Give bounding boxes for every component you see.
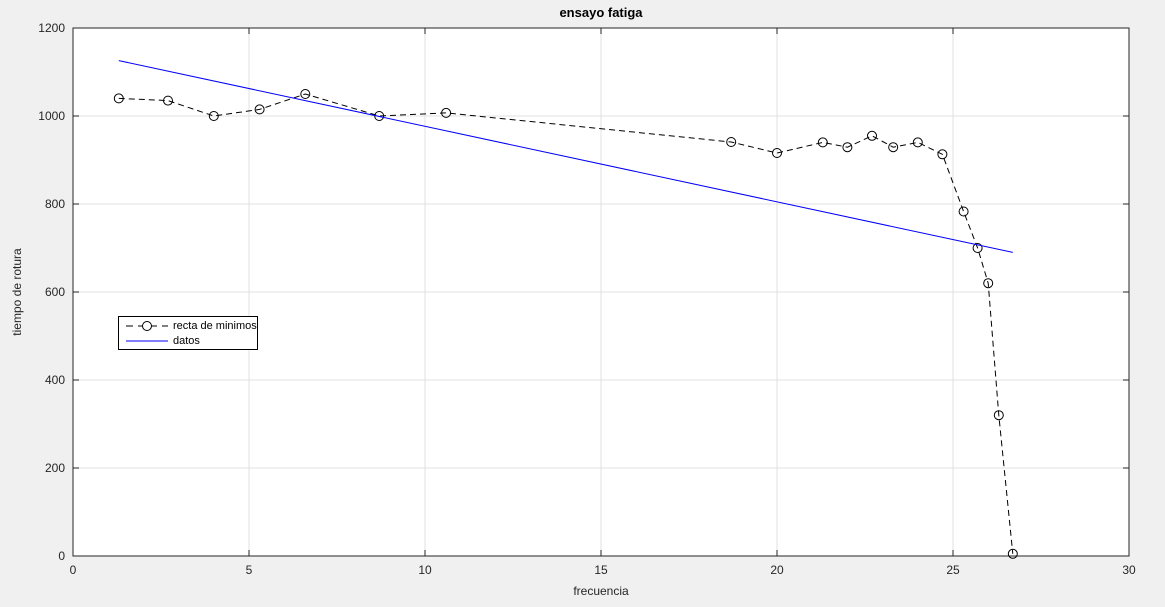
y-tick-label: 0 <box>58 549 65 563</box>
x-axis-label: frecuencia <box>573 584 629 598</box>
y-tick-label: 1000 <box>38 109 65 123</box>
dashed-line-circle-marker-icon <box>126 320 168 331</box>
legend: recta de minimos datos <box>118 316 258 350</box>
x-tick-label: 0 <box>69 563 77 577</box>
x-tick-label: 15 <box>594 563 608 577</box>
legend-label: recta de minimos <box>173 319 257 332</box>
x-tick-label: 25 <box>946 563 960 577</box>
x-tick-label: 30 <box>1122 563 1136 577</box>
y-tick-label: 600 <box>44 285 65 299</box>
y-tick-label: 1200 <box>38 21 65 35</box>
legend-entry: recta de minimos <box>125 319 257 333</box>
x-tick-label: 10 <box>418 563 432 577</box>
y-tick-label: 800 <box>44 197 65 211</box>
x-tick-label: 5 <box>245 563 253 577</box>
solid-line-icon <box>126 340 168 341</box>
y-tick-label: 200 <box>44 461 65 475</box>
legend-label: datos <box>173 334 200 347</box>
chart-title: ensayo fatiga <box>559 5 643 20</box>
legend-entry: datos <box>125 334 257 348</box>
y-tick-label: 400 <box>44 373 65 387</box>
x-tick-label: 20 <box>770 563 784 577</box>
